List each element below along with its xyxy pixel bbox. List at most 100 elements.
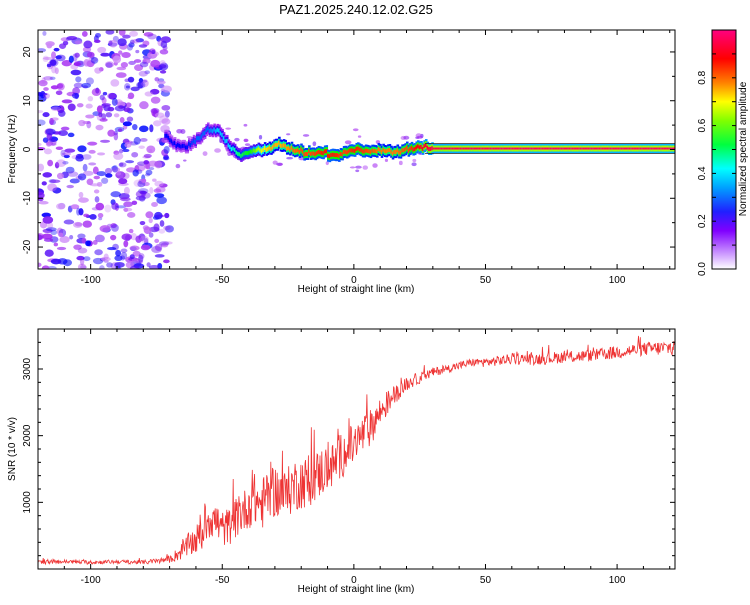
noise-blob <box>129 30 139 37</box>
spectral-track-core <box>167 135 171 140</box>
spectral-track-core <box>287 146 291 151</box>
noise-blob <box>107 129 115 137</box>
noise-blob <box>88 162 97 166</box>
noise-blob <box>58 130 69 136</box>
noise-blob <box>412 158 417 163</box>
spectral-track-core <box>657 147 660 150</box>
noise-blob <box>164 212 170 219</box>
noise-blob <box>97 46 107 54</box>
noise-blob <box>125 102 132 108</box>
spectral-track-core <box>375 149 379 154</box>
spectral-track-core <box>639 147 643 150</box>
noise-blob <box>86 178 94 186</box>
noise-blob <box>146 262 151 268</box>
spectral-track-core <box>290 145 294 150</box>
noise-blob <box>69 235 74 240</box>
spectral-track-core <box>181 143 185 148</box>
noise-blob <box>45 41 55 47</box>
spectral-track-core <box>165 133 169 138</box>
spectral-track-core <box>532 147 535 150</box>
spectral-track-core <box>341 152 344 157</box>
noise-blob <box>98 217 103 221</box>
noise-blob <box>116 171 121 176</box>
noise-blob <box>138 145 145 149</box>
spectral-track-core <box>328 154 332 159</box>
spectral-track-core <box>372 148 376 153</box>
spectral-track-core <box>189 143 193 148</box>
spectral-track-core <box>456 147 460 150</box>
spectral-track-core <box>556 147 559 150</box>
spectral-track-core <box>409 147 412 152</box>
x-tick-label: 100 <box>609 275 626 286</box>
noise-blob <box>154 193 165 198</box>
noise-blob <box>118 50 123 55</box>
spectral-track-core <box>270 146 273 151</box>
spectral-track-core <box>486 147 490 150</box>
spectral-track-core <box>363 149 366 154</box>
spectral-track-core <box>623 147 627 150</box>
noise-blob <box>50 117 59 121</box>
spectral-track-core <box>609 147 613 150</box>
noise-blob <box>49 59 57 66</box>
noise-blob <box>41 265 50 269</box>
spectral-track-core <box>350 148 354 153</box>
noise-blob <box>125 160 135 164</box>
noise-blob <box>92 166 99 175</box>
spectral-track-core <box>431 146 434 151</box>
noise-blob <box>86 51 95 58</box>
spectral-track-core <box>458 147 461 150</box>
noise-blob <box>114 255 123 262</box>
spectral-track-core <box>257 146 261 151</box>
noise-blob <box>38 109 44 114</box>
spectral-track-core <box>597 147 600 150</box>
spectral-track-core <box>230 147 234 152</box>
spectral-track-core <box>653 147 657 150</box>
noise-blob <box>161 149 169 157</box>
spectral-track-core <box>183 143 186 148</box>
spectral-track-core <box>347 149 351 154</box>
noise-blob <box>42 112 50 118</box>
spectral-track-core <box>387 148 390 153</box>
spectral-track-core <box>278 140 281 145</box>
spectral-track-core <box>172 141 175 146</box>
spectral-track-core <box>169 138 172 143</box>
noise-blob <box>163 225 171 231</box>
spectral-track-core <box>524 147 528 150</box>
spectral-track-core <box>284 143 287 148</box>
spectral-track-core <box>435 147 439 150</box>
spectral-track-core <box>292 148 295 153</box>
noise-blob <box>234 137 240 142</box>
spectral-track-core <box>593 147 597 150</box>
spectral-track-core <box>451 147 455 150</box>
noise-blob <box>384 158 389 163</box>
spectral-track-core <box>614 147 618 150</box>
noise-blob <box>243 138 249 142</box>
spectral-track-core <box>334 153 338 158</box>
noise-blob <box>82 154 92 160</box>
noise-blob <box>131 257 141 263</box>
noise-blob <box>163 259 170 264</box>
noise-blob <box>53 47 60 52</box>
noise-blob <box>51 65 57 74</box>
noise-blob <box>176 129 183 134</box>
spectral-track-core <box>390 149 393 154</box>
spectral-track-core <box>603 147 607 150</box>
noise-blob <box>154 211 163 220</box>
noise-blob <box>96 105 103 113</box>
spectral-track-core <box>344 149 347 154</box>
noise-blob <box>106 262 113 268</box>
spectral-track-core <box>604 147 608 150</box>
noise-blob <box>100 52 110 57</box>
noise-blob <box>122 125 128 130</box>
noise-blob <box>156 80 166 85</box>
noise-blob <box>73 82 84 89</box>
noise-blob <box>118 162 127 168</box>
spectral-track-core <box>191 140 194 145</box>
noise-blob <box>47 183 57 192</box>
noise-blob <box>85 114 95 119</box>
noise-blob <box>93 39 101 43</box>
noise-blob <box>111 202 119 210</box>
spectral-track-core <box>219 131 223 136</box>
spectral-track-core <box>236 151 240 156</box>
noise-blob <box>64 148 76 153</box>
